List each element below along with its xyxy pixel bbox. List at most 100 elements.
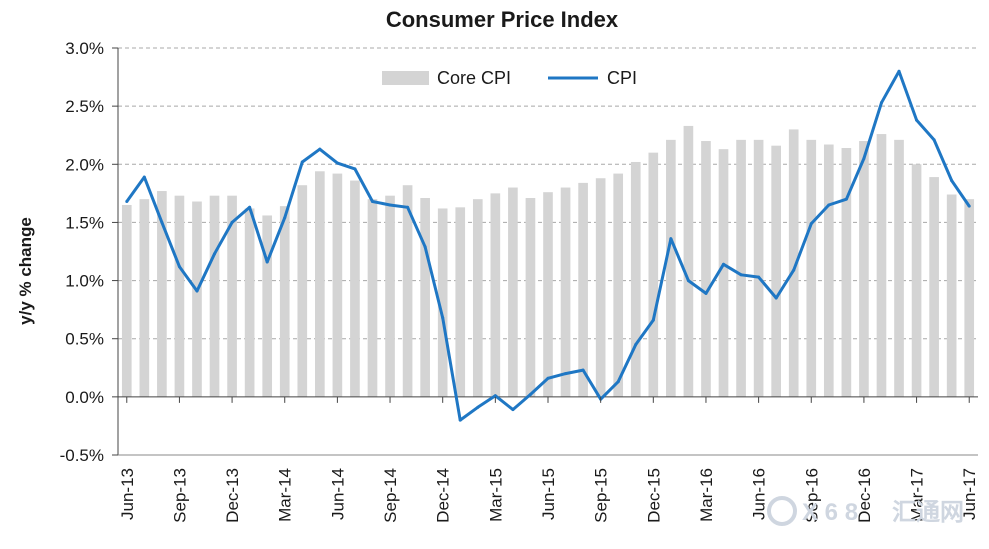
y-tick-label: 0.5% (65, 330, 104, 349)
cpi-point (651, 318, 655, 322)
x-tick-label: Sep-13 (170, 468, 189, 523)
cpi-point (458, 418, 462, 422)
core-cpi-bar (595, 178, 606, 397)
cpi-point (879, 101, 883, 105)
core-cpi-bar (543, 192, 553, 397)
x-tick-label: Sep-14 (381, 468, 400, 523)
x-tick-label: Jun-13 (118, 468, 137, 520)
cpi-point (370, 199, 374, 203)
core-cpi-bar (525, 198, 536, 397)
y-tick-label: 2.5% (65, 97, 104, 116)
core-cpi-bar (402, 185, 413, 397)
y-tick-label: 2.0% (65, 155, 104, 174)
watermark: X 6 8 汇通网 (767, 496, 964, 526)
core-cpi-bar (244, 208, 255, 397)
x-tick-label: Dec-13 (223, 468, 242, 523)
x-tick-label: Mar-15 (486, 468, 505, 522)
core-cpi-bar (472, 199, 483, 397)
core-cpi-bar (297, 185, 308, 397)
x-tick-label: Mar-14 (276, 468, 295, 522)
cpi-point (125, 199, 129, 203)
cpi-point (476, 405, 480, 409)
core-cpi-bar (227, 195, 237, 397)
core-cpi-bar (876, 134, 887, 397)
cpi-point (862, 156, 866, 160)
core-cpi-bar (771, 145, 781, 397)
cpi-point (493, 394, 497, 398)
cpi-point (353, 167, 357, 171)
cpi-point (318, 147, 322, 151)
core-cpi-bar (823, 144, 834, 397)
core-cpi-bar (490, 193, 501, 397)
cpi-point (722, 262, 726, 266)
cpi-point (950, 179, 954, 183)
x-tick-label: Sep-15 (592, 468, 611, 523)
core-cpi-bar (736, 139, 746, 397)
core-cpi-bar (192, 201, 202, 397)
core-cpi-bar (630, 161, 641, 397)
cpi-point (792, 268, 796, 272)
cpi-point (616, 380, 620, 384)
core-cpi-bar (613, 173, 624, 397)
core-cpi-bar (859, 141, 869, 397)
legend-swatch-core-cpi (382, 71, 429, 85)
cpi-point (686, 279, 690, 283)
cpi-point (142, 175, 146, 179)
core-cpi-bar (315, 171, 325, 397)
y-tick-label: 3.0% (65, 39, 104, 58)
core-cpi-bars (121, 125, 975, 397)
cpi-point (809, 222, 813, 226)
cpi-point (177, 265, 181, 269)
cpi-point (932, 138, 936, 142)
cpi-point (248, 205, 252, 209)
cpi-point (406, 205, 410, 209)
cpi-point (528, 393, 532, 397)
legend-label-core-cpi: Core CPI (437, 68, 511, 88)
cpi-point (669, 237, 673, 241)
x-tick-label: Mar-17 (908, 468, 927, 522)
core-cpi-bar (420, 198, 430, 397)
core-cpi-bar (701, 141, 711, 397)
core-cpi-bar (683, 125, 694, 397)
watermark-text: X 6 8 (802, 499, 858, 526)
cpi-point (546, 376, 550, 380)
cpi-point (265, 260, 269, 264)
core-cpi-bar (753, 139, 764, 397)
core-cpi-bar (929, 177, 939, 397)
cpi-point (844, 197, 848, 201)
cpi-point (897, 69, 901, 73)
cpi-point (581, 368, 585, 372)
cpi-point (827, 203, 831, 207)
x-tick-label: Jun-17 (960, 468, 979, 520)
y-tick-label: -0.5% (60, 446, 104, 465)
core-cpi-bar (385, 195, 395, 397)
core-cpi-bar (332, 173, 343, 397)
core-cpi-bar (139, 199, 150, 397)
cpi-point (774, 296, 778, 300)
core-cpi-bar (209, 195, 220, 397)
core-cpi-bar (121, 204, 132, 397)
legend-label-cpi: CPI (607, 68, 637, 88)
cpi-point (739, 273, 743, 277)
core-cpi-bar (157, 191, 167, 397)
watermark-cn-text: 汇通网 (892, 499, 964, 526)
y-tick-label: 1.5% (65, 213, 104, 232)
cpi-point (757, 275, 761, 279)
x-tick-label: Jun-16 (750, 468, 769, 520)
core-cpi-bar (350, 180, 360, 397)
core-cpi-bar (666, 139, 676, 397)
x-tick-label: Dec-15 (644, 468, 663, 523)
x-tick-label: Jun-14 (328, 468, 347, 520)
core-cpi-bar (560, 187, 571, 397)
cpi-point (967, 204, 971, 208)
y-axis-label: y/y % change (16, 217, 35, 325)
cpi-point (564, 372, 568, 376)
x-tick-label: Dec-16 (855, 468, 874, 523)
cpi-point (335, 161, 339, 165)
x-tick-label: Sep-16 (802, 468, 821, 523)
cpi-point (213, 252, 217, 256)
core-cpi-bar (806, 139, 817, 397)
cpi-point (195, 289, 199, 293)
core-cpi-bar (648, 152, 659, 397)
